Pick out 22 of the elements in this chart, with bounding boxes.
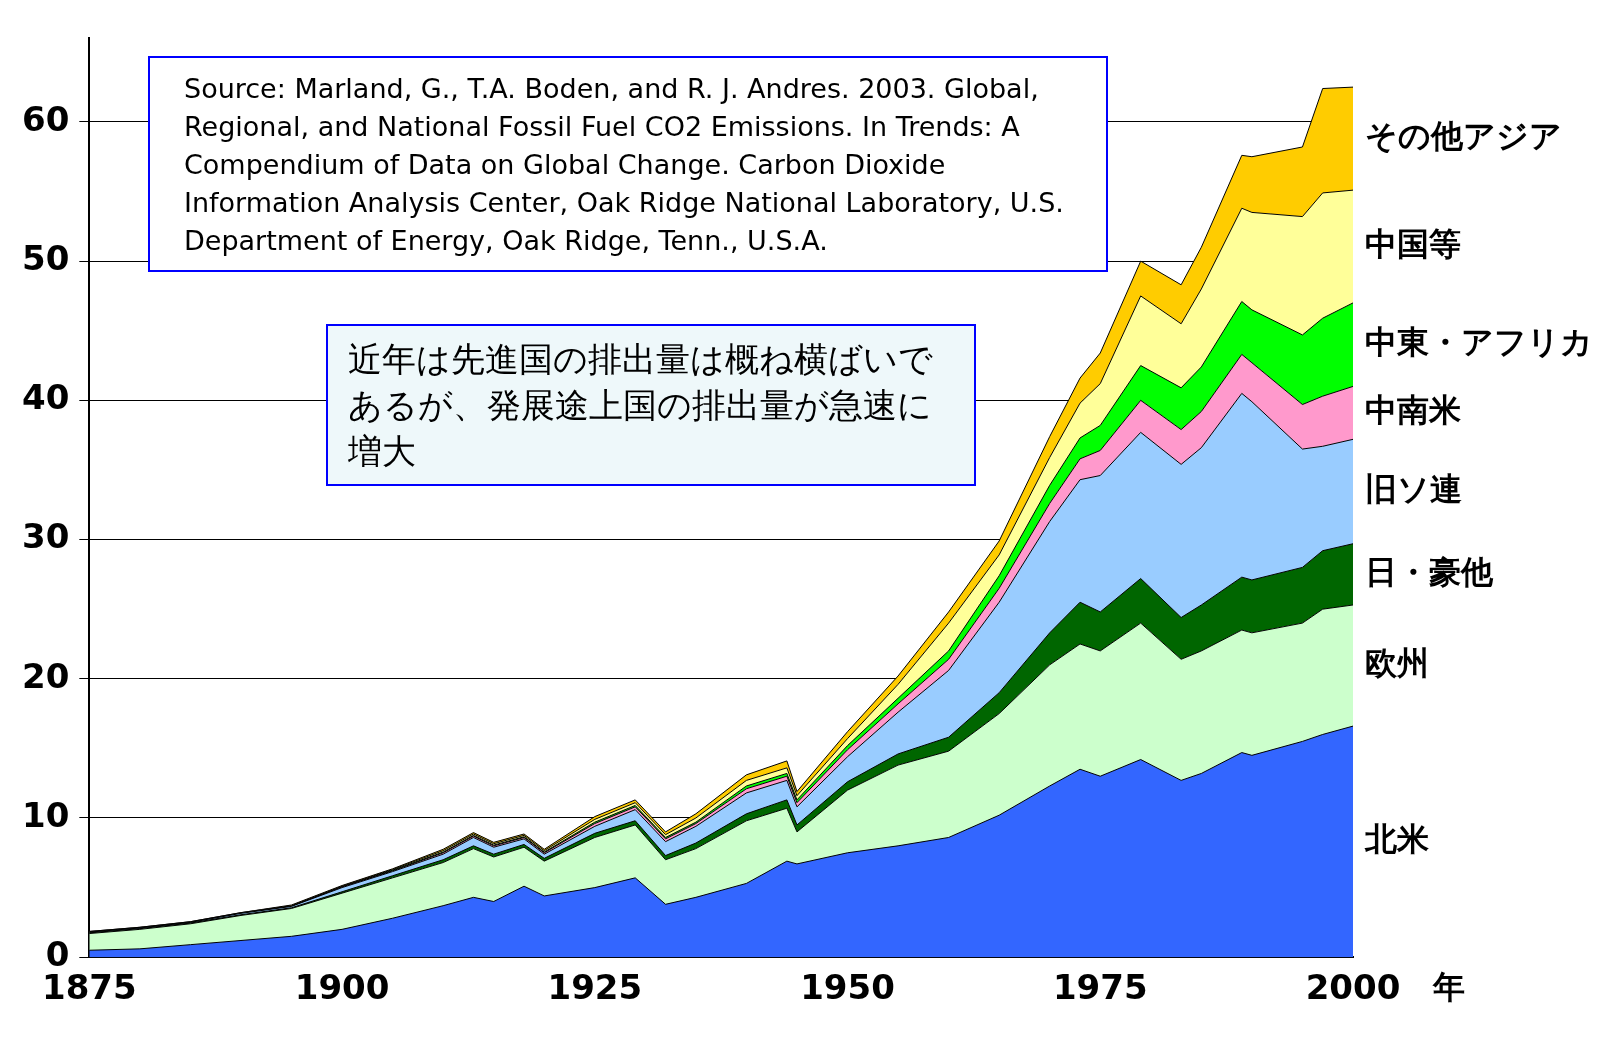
series-label: 欧州 [1365,643,1429,682]
y-tick-label: 40 [21,377,70,418]
y-tick-label: 60 [21,98,70,139]
x-tick-label: 1925 [547,967,643,1008]
y-tick-label: 50 [21,237,70,278]
x-tick-label: 1950 [800,967,895,1008]
x-axis-title: 年 [1432,967,1465,1006]
x-tick-label: 1975 [1052,967,1148,1008]
series-label: 中東・アフリカ [1365,322,1593,361]
series-label: その他アジア [1365,116,1562,155]
y-tick-label: 10 [21,794,70,835]
y-tick-label: 20 [21,655,70,696]
x-tick-label: 2000 [1305,967,1401,1008]
series-label: 中国等 [1365,224,1461,263]
y-tick-label: 30 [21,516,70,557]
series-label: 日・豪他 [1365,552,1494,591]
annotation: Source: Marland, G., T.A. Boden, and R. J. Andres. 2003. Global, Regional, and National Fossil Fuel CO2 Emissions. In Trends: A Compendium of Data on Global Change. Carbon Dioxide Information Analysis Center, Oak Ridge National Laboratory, U.S. Department of Energy, Oak Ridge, Tenn., U.S.A. [148,56,1108,272]
series-label: 旧ソ連 [1365,469,1462,508]
x-tick-label: 1900 [294,967,390,1008]
series-label: 北米 [1364,819,1429,858]
annotation: 近年は先進国の排出量は概ね横ばいであるが、発展途上国の排出量が急速に増大 [326,324,976,486]
series-label: 中南米 [1365,391,1461,430]
